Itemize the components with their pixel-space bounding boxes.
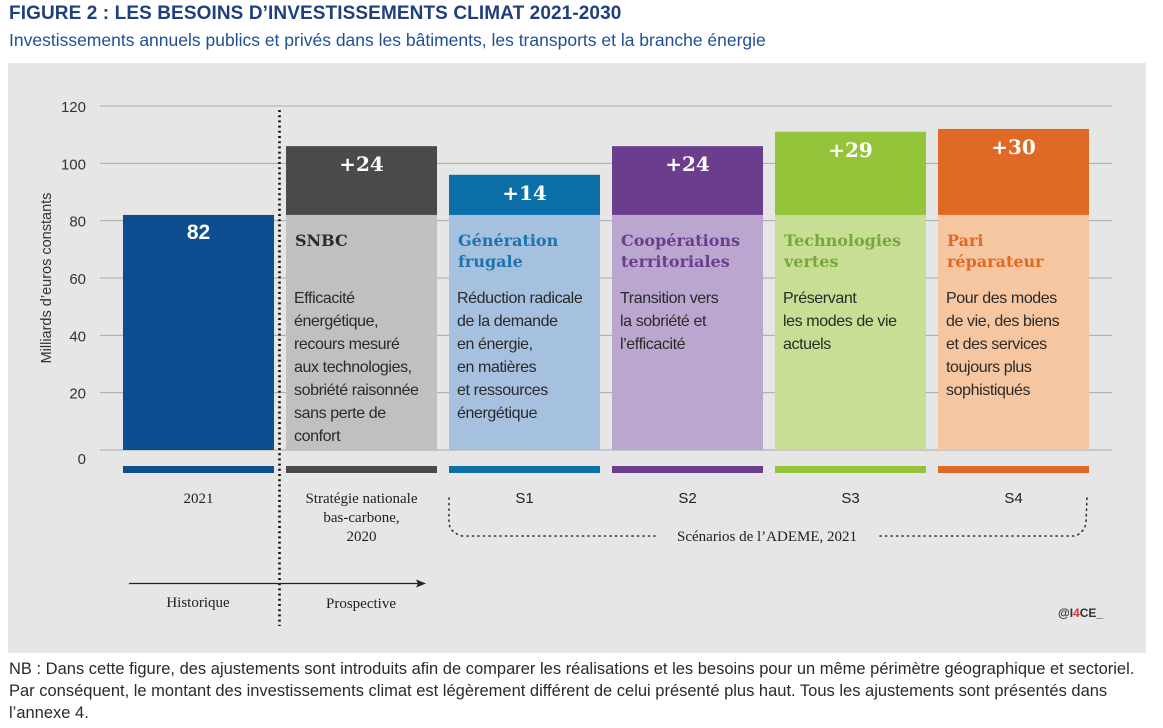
category-color-strips	[123, 466, 1089, 473]
category-strip	[123, 466, 274, 473]
credit-i4ce: @I4CE_	[1058, 606, 1103, 620]
scenario-description-line: en énergie,	[457, 336, 533, 353]
scenario-description-line: toujours plus	[946, 359, 1032, 376]
scenario-name-line: frugale	[458, 252, 523, 271]
bar-value-label: +29	[828, 138, 873, 162]
scenario-name-line: Pari	[947, 231, 983, 250]
category-label-line: bas-carbone,	[323, 510, 399, 526]
bar-group-s3: +29 Technologies vertes Préservant les modes…	[775, 131, 926, 450]
bar-increment-segment	[612, 146, 763, 215]
bar-increment-segment	[286, 146, 437, 215]
scenario-description-line: et ressources	[457, 382, 548, 399]
bar-group-s1: +14 Génération frugale Réduction radicale de…	[449, 174, 600, 450]
figure-subtitle: Investissements annuels publics et privé…	[9, 30, 766, 50]
scenario-description-line: actuels	[783, 336, 831, 353]
bars: 82 +24 SNBC Efficacité énergétique, recours m…	[123, 128, 1089, 450]
y-tick-label: 60	[69, 271, 86, 288]
scenario-name-line: territoriales	[621, 252, 730, 271]
category-label-line: Stratégie nationale	[305, 491, 417, 507]
bar-base-segment	[612, 214, 763, 450]
scenario-name-line: Technologies	[784, 231, 901, 250]
scenario-description-line: la sobriété et	[620, 313, 707, 330]
y-tick-label: 0	[78, 451, 86, 468]
bar-base-segment	[449, 214, 600, 450]
scenario-description-line: de la demande	[457, 313, 558, 330]
scenario-name-line: Coopérations	[621, 231, 740, 250]
scenario-description-line: Efficacité	[294, 290, 355, 307]
bar-value-label: 82	[187, 221, 210, 244]
y-axis-ticks: 0 20 40 60 80 100 120	[61, 99, 86, 468]
bar-base-segment	[775, 214, 926, 450]
scenario-name-line: Génération	[458, 231, 559, 250]
timeline-arrow-head	[416, 579, 426, 588]
timeline-label-prospective: Prospective	[326, 596, 396, 612]
bar-value-label: +24	[339, 152, 384, 176]
credit-suffix: CE_	[1079, 606, 1104, 620]
bar-base-segment	[938, 214, 1089, 450]
scenario-description-line: les modes de vie	[783, 313, 897, 330]
category-label-line: S2	[678, 490, 696, 507]
scenarios-bracket-label: Scénarios de l’ADEME, 2021	[677, 529, 857, 545]
scenario-name-line: SNBC	[295, 231, 348, 250]
timeline-label-historique: Historique	[166, 595, 230, 611]
y-tick-label: 40	[69, 328, 86, 345]
category-strip	[612, 466, 763, 473]
scenario-description-line: Transition vers	[620, 290, 719, 307]
bar-group-s2: +24 Coopérations territoriales Transition v…	[612, 146, 763, 450]
scenario-description-line: Réduction radicale	[457, 290, 583, 307]
category-strip	[775, 466, 926, 473]
footnote: NB : Dans cette figure, des ajustements …	[9, 660, 1135, 722]
scenarios-bracket-left	[448, 497, 656, 537]
credit-prefix: @I	[1058, 606, 1074, 620]
category-labels: 2021 Stratégie nationale bas-carbone, 2020 S…	[184, 490, 1023, 545]
bar-increment-segment	[775, 131, 926, 215]
category-label-line: 2020	[347, 529, 377, 545]
category-label-line: S1	[515, 490, 533, 507]
category-strip	[286, 466, 437, 473]
bar-group-2021: 82	[123, 214, 274, 450]
category-strip	[938, 466, 1089, 473]
scenario-description-line: recours mesuré	[294, 336, 400, 353]
scenario-description-line: Préservant	[783, 290, 857, 307]
y-tick-label: 100	[61, 156, 86, 173]
scenario-description-line: aux technologies,	[294, 359, 412, 376]
scenario-description-line: sobriété raisonnée	[294, 382, 419, 399]
scenario-description-line: et des services	[946, 336, 1047, 353]
bar-increment-segment	[449, 174, 600, 215]
y-axis-label: Milliards d’euros constants	[39, 193, 55, 364]
scenario-description-line: énergétique	[457, 405, 538, 422]
bar-group-s4: +30 Pari réparateur Pour des modes de vie, d…	[938, 128, 1089, 450]
bar-group-snbc: +24 SNBC Efficacité énergétique, recours mes…	[286, 146, 437, 450]
category-label-line: 2021	[184, 491, 214, 507]
bar-value-label: +24	[665, 152, 710, 176]
figure-title: FIGURE 2 : LES BESOINS D’INVESTISSEMENTS…	[9, 3, 622, 24]
scenario-description-line: Pour des modes	[946, 290, 1057, 307]
y-tick-label: 80	[69, 214, 86, 231]
scenario-description-line: l’efficacité	[620, 336, 686, 353]
bar-base-segment	[286, 214, 437, 450]
scenario-description-line: sophistiqués	[946, 382, 1031, 399]
bar-increment-segment	[938, 128, 1089, 215]
bar-value-label: +30	[991, 135, 1036, 159]
category-strip	[449, 466, 600, 473]
scenarios-bracket-right	[879, 497, 1088, 537]
scenario-description-line: sans perte de	[294, 405, 386, 422]
scenario-description-line: énergétique,	[294, 313, 378, 330]
bar-value-label: +14	[502, 181, 547, 205]
category-label-line: S4	[1004, 490, 1022, 507]
category-label-line: S3	[841, 490, 859, 507]
scenario-description-line: en matières	[457, 359, 537, 376]
credit-highlight: 4	[1073, 606, 1080, 620]
bar-base-segment	[123, 214, 274, 450]
scenario-description-line: de vie, des biens	[946, 313, 1060, 330]
y-tick-label: 20	[69, 386, 86, 403]
scenario-name-line: vertes	[783, 252, 838, 271]
scenario-name-line: réparateur	[947, 252, 1044, 271]
y-tick-label: 120	[61, 99, 86, 116]
scenario-description-line: confort	[294, 428, 341, 445]
